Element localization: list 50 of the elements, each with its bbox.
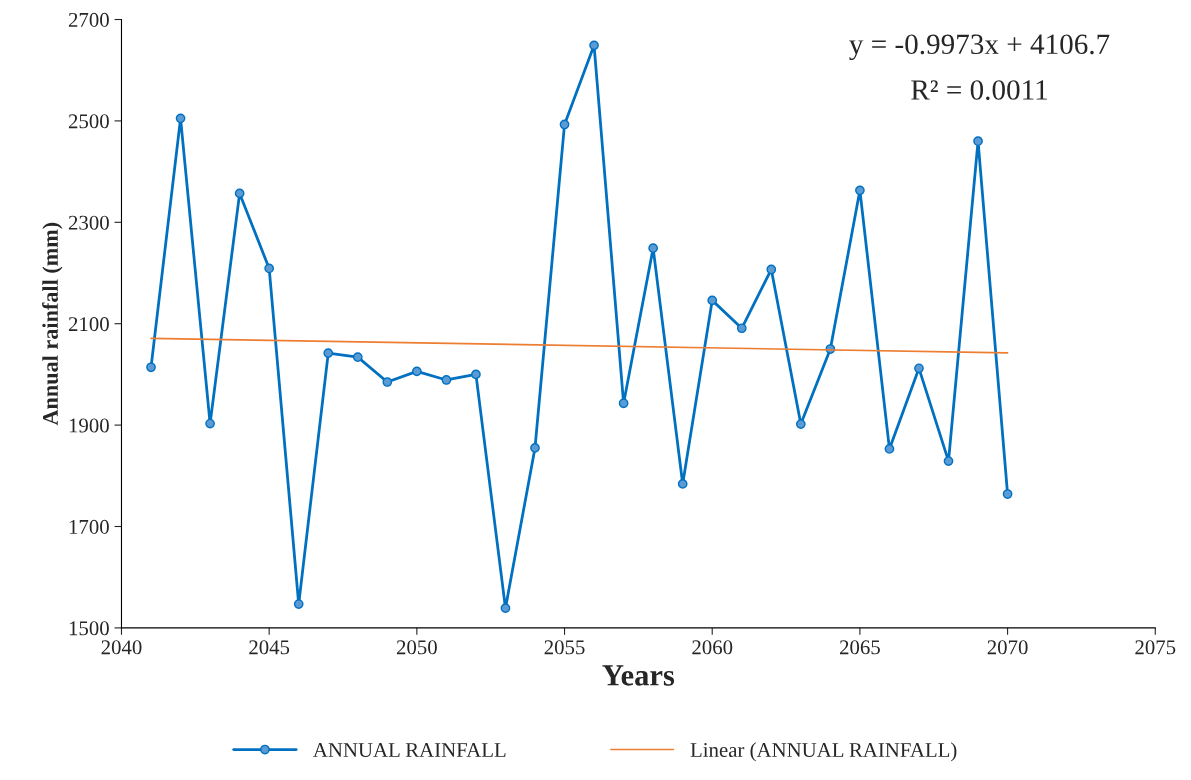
point — [411, 366, 422, 377]
x-tick-label: 2050 — [396, 640, 437, 655]
x-tick-label: 2075 — [1135, 640, 1176, 655]
legend-label: ANNUAL RAINFALL — [313, 743, 506, 758]
x-tick-label: 2055 — [544, 640, 585, 655]
point — [943, 456, 954, 466]
x-tick-label: 2040 — [101, 640, 142, 655]
point — [352, 352, 363, 363]
point — [559, 119, 570, 130]
point — [855, 185, 865, 196]
point — [1002, 489, 1013, 499]
point — [175, 113, 186, 124]
point — [736, 323, 747, 334]
point — [205, 418, 215, 429]
point — [884, 444, 895, 454]
x-axis-title: Years — [602, 665, 675, 686]
x-tick-label: 2065 — [839, 640, 880, 655]
annotation: y = -0.9973x + 4106.7 — [849, 34, 1110, 61]
point — [264, 263, 275, 274]
y-axis-title: Annual rainfall (mm) — [42, 222, 63, 426]
y-tick-label: 1700 — [69, 519, 109, 534]
point — [914, 363, 924, 374]
point — [500, 603, 511, 613]
point — [234, 188, 245, 199]
point — [323, 348, 334, 358]
point — [618, 398, 629, 409]
point — [146, 362, 156, 373]
point — [795, 419, 806, 429]
point — [589, 40, 599, 51]
y-tick-label: 2300 — [68, 215, 109, 230]
point — [677, 479, 688, 489]
x-tick-label: 2045 — [249, 640, 290, 655]
point — [293, 599, 304, 609]
point — [441, 375, 452, 385]
point — [648, 243, 659, 254]
y-tick-label: 1500 — [69, 621, 109, 636]
point — [766, 264, 777, 275]
y-tick-label: 2100 — [68, 317, 109, 332]
legend-label: Linear (ANNUAL RAINFALL) — [690, 742, 957, 762]
point — [530, 443, 540, 453]
point — [471, 369, 481, 380]
y-tick-label: 2700 — [68, 12, 109, 27]
x-tick-label: 2060 — [692, 640, 733, 655]
point — [973, 136, 983, 147]
point — [382, 377, 393, 387]
point — [707, 295, 718, 306]
x-tick-label: 2070 — [987, 640, 1028, 655]
annotation: R² = 0.0011 — [911, 80, 1047, 100]
y-tick-label: 1900 — [69, 418, 109, 433]
y-tick-label: 2500 — [68, 114, 109, 129]
